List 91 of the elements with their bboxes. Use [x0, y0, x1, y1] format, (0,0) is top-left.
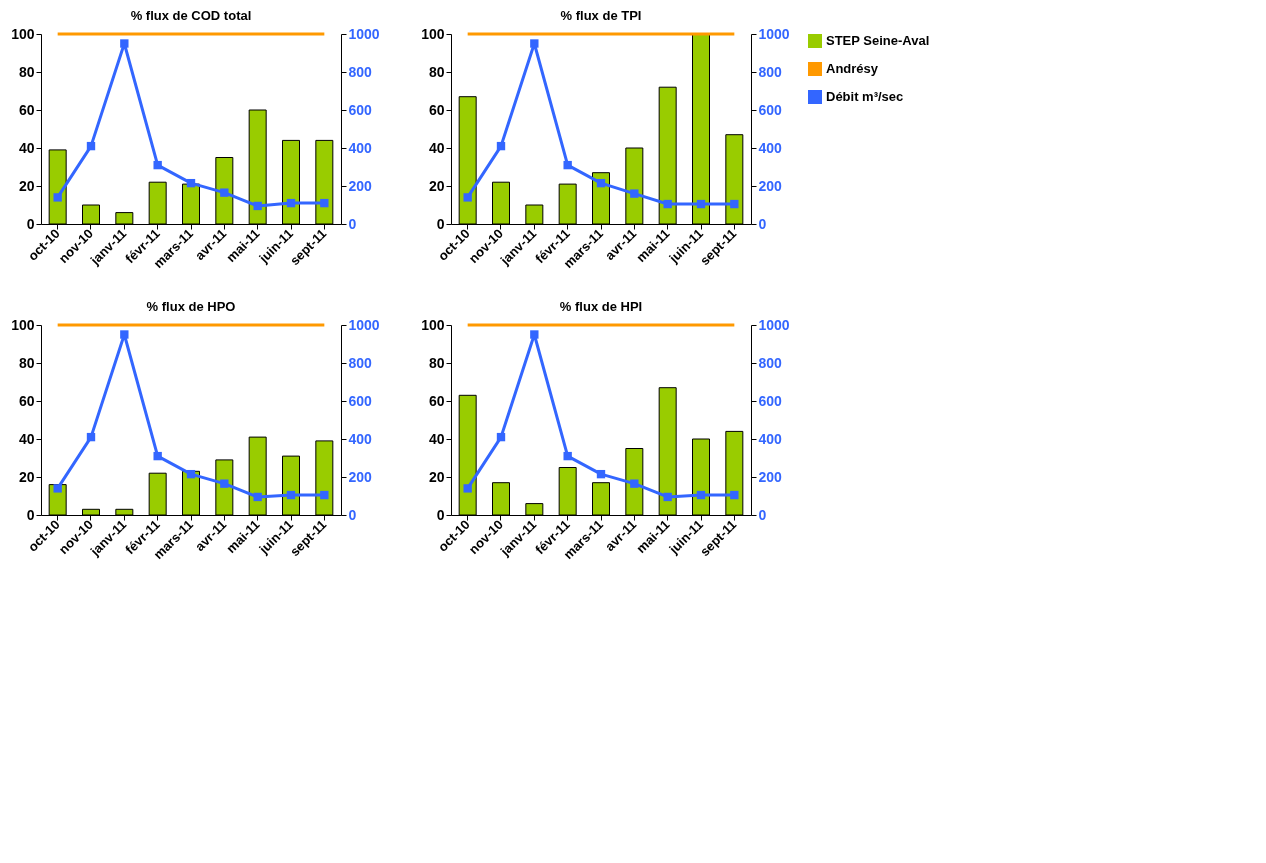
legend-label: STEP Seine-Aval [826, 33, 930, 48]
point [153, 451, 162, 461]
y2-tick-label: 800 [348, 354, 373, 371]
point [596, 178, 606, 188]
point [53, 484, 62, 493]
y-tick-label: 80 [18, 354, 35, 371]
y2-tick-label: 1000 [758, 316, 790, 333]
y2-tick-label: 400 [758, 430, 783, 447]
y-tick-label: 100 [11, 25, 35, 42]
point [320, 198, 329, 208]
y-tick-label: 60 [428, 392, 445, 409]
point [696, 490, 706, 500]
point [496, 432, 506, 442]
y-tick-label: 40 [428, 430, 445, 447]
chart-title: % flux de HPO [146, 299, 236, 314]
point [86, 141, 96, 151]
point [730, 490, 739, 500]
point [186, 469, 196, 479]
y-tick-label: 80 [18, 63, 35, 80]
y2-tick-label: 600 [348, 101, 373, 118]
point [286, 490, 296, 500]
point [496, 141, 506, 151]
y2-tick-label: 800 [758, 354, 783, 371]
point [120, 330, 129, 339]
point [253, 201, 262, 211]
y-tick-label: 20 [18, 177, 35, 194]
point [563, 451, 572, 461]
point [630, 479, 639, 488]
y2-tick-label: 800 [758, 63, 783, 80]
point [220, 479, 229, 488]
y2-tick-label: 200 [758, 468, 783, 485]
y-tick-label: 80 [428, 63, 445, 80]
y-tick-label: 20 [428, 468, 445, 485]
chart-title: % flux de HPI [559, 299, 643, 314]
y-tick-label: 100 [421, 316, 445, 333]
point [186, 178, 196, 188]
y2-tick-label: 600 [758, 101, 783, 118]
y-tick-label: 60 [18, 392, 35, 409]
point [463, 484, 472, 493]
y2-tick-label: 1000 [348, 25, 380, 42]
point [663, 492, 672, 502]
y-tick-label: 20 [18, 468, 35, 485]
point [320, 490, 329, 500]
point [696, 199, 706, 209]
point [286, 198, 296, 208]
y-tick-label: 80 [428, 354, 445, 371]
y2-tick-label: 800 [348, 63, 373, 80]
chart-title: % flux de TPI [560, 8, 642, 23]
y-tick-label: 0 [436, 215, 445, 232]
legend-label: Andrésy [826, 61, 879, 76]
y2-tick-label: 400 [348, 430, 373, 447]
point [220, 188, 229, 197]
point [563, 160, 572, 170]
point [86, 432, 96, 442]
y-tick-label: 40 [428, 139, 445, 156]
y2-tick-label: 1000 [758, 25, 790, 42]
point [596, 469, 606, 479]
point [663, 199, 672, 209]
y2-tick-label: 600 [758, 392, 783, 409]
point [253, 492, 262, 502]
y-tick-label: 0 [26, 215, 35, 232]
point [530, 330, 539, 339]
y2-tick-label: 200 [758, 177, 783, 194]
y2-tick-label: 0 [758, 215, 767, 232]
y-tick-label: 100 [11, 316, 35, 333]
y-tick-label: 0 [436, 506, 445, 523]
y2-tick-label: 0 [348, 215, 357, 232]
y2-tick-label: 400 [348, 139, 373, 156]
y-tick-label: 100 [421, 25, 445, 42]
legend-label: Débit m³/sec [826, 89, 904, 104]
y-tick-label: 20 [428, 177, 445, 194]
y2-tick-label: 0 [758, 506, 767, 523]
point [120, 39, 129, 48]
point [530, 39, 539, 48]
chart-title: % flux de COD total [130, 8, 252, 23]
point [153, 160, 162, 170]
y2-tick-label: 600 [348, 392, 373, 409]
point [53, 193, 62, 202]
y2-tick-label: 0 [348, 506, 357, 523]
y2-tick-label: 200 [348, 177, 373, 194]
point [630, 189, 639, 198]
y-tick-label: 40 [18, 430, 35, 447]
y2-tick-label: 400 [758, 139, 783, 156]
y-tick-label: 40 [18, 139, 35, 156]
y2-tick-label: 1000 [348, 316, 380, 333]
point [730, 199, 739, 209]
y-tick-label: 0 [26, 506, 35, 523]
y2-tick-label: 200 [348, 468, 373, 485]
point [463, 193, 472, 202]
y-tick-label: 60 [428, 101, 445, 118]
y-tick-label: 60 [18, 101, 35, 118]
